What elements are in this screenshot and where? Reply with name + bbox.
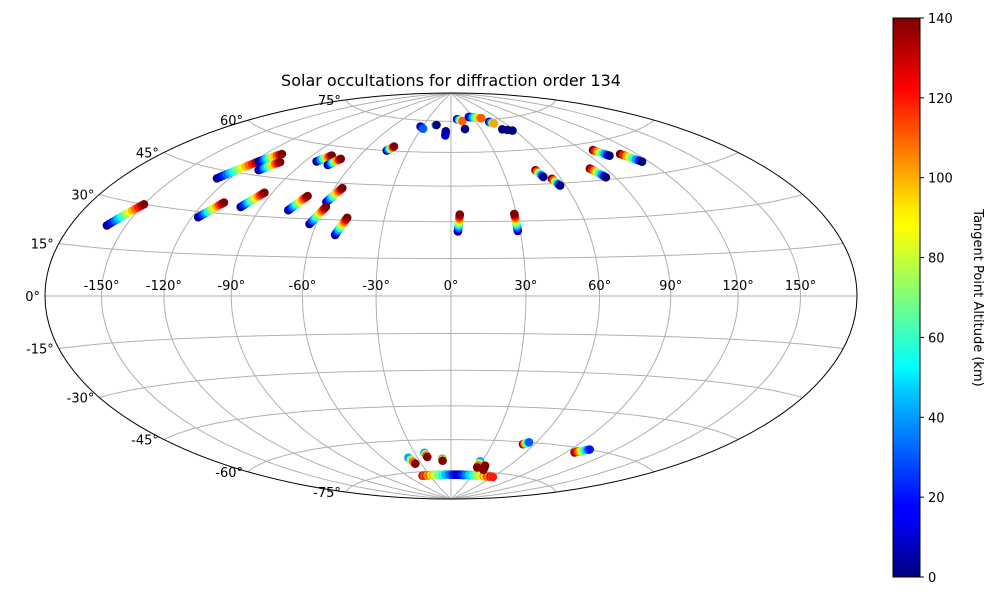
parallel-line <box>99 369 803 398</box>
colorbar-tick-label: 60 <box>928 331 945 346</box>
colorbar-ticks: 0 20 40 60 80 100 120 140 <box>920 12 953 586</box>
latitude-tick-label: 60° <box>220 114 243 129</box>
longitude-tick-label: 60° <box>588 279 611 294</box>
graticule-grid <box>45 93 857 499</box>
occultation-point <box>275 157 285 167</box>
occultation-point <box>441 131 450 140</box>
parallel-line <box>247 119 655 154</box>
occultation-point <box>479 465 488 475</box>
longitude-tick-label: -90° <box>217 279 245 294</box>
latitude-tick-label: 30° <box>71 189 94 204</box>
longitude-tick-label: -30° <box>362 279 390 294</box>
occultation-point <box>510 209 519 219</box>
occultation-point <box>605 151 614 160</box>
occultation-point <box>539 172 548 182</box>
parallel-line <box>163 405 739 440</box>
occultation-point <box>524 438 534 447</box>
colorbar-tick-label: 100 <box>928 172 953 187</box>
latitude-tick-label: -30° <box>67 392 95 407</box>
colorbar-tick-label: 40 <box>928 411 945 426</box>
occultation-point <box>260 188 269 197</box>
latitude-tick-label: -75° <box>313 486 341 501</box>
occultation-point <box>336 154 346 164</box>
occultation-point <box>438 456 447 466</box>
occultation-point <box>458 116 467 126</box>
occultation-point <box>338 183 347 193</box>
occultation-point <box>601 173 611 182</box>
occultation-point <box>460 124 470 134</box>
colorbar-tick-label: 20 <box>928 491 945 506</box>
occultation-point <box>455 210 465 219</box>
longitude-tick-label: 120° <box>722 279 753 294</box>
parallel-line <box>99 194 803 223</box>
colorbar-tick-label: 80 <box>928 252 945 267</box>
latitude-tick-labels: 75° 60° 45° 30° 15° 0° -15° -30° -45° -60° -75° <box>25 94 341 501</box>
occultation-point <box>477 113 486 123</box>
occultation-point <box>219 198 229 207</box>
parallel-line <box>58 333 844 349</box>
parallel-line <box>247 438 655 473</box>
occultation-point <box>432 120 441 130</box>
colorbar-label: Tangent Point Altitude (km) <box>970 208 985 386</box>
longitude-tick-label: 150° <box>785 279 816 294</box>
colorbar: 0 20 40 60 80 100 120 140 Tangent Point Altitud… <box>892 12 985 586</box>
latitude-tick-label: 15° <box>31 238 54 253</box>
parallel-line <box>345 99 557 122</box>
longitude-tick-label: -120° <box>146 279 182 294</box>
occultation-point <box>342 213 352 223</box>
occultation-point <box>555 181 565 190</box>
occultation-point <box>389 142 399 151</box>
occultation-point <box>508 126 517 135</box>
occultation-point <box>418 124 428 133</box>
occultation-points <box>102 112 647 482</box>
map-boundary <box>44 92 858 500</box>
colorbar-tick-label: 120 <box>928 92 953 107</box>
occultation-point <box>423 452 432 462</box>
latitude-tick-label: -60° <box>215 466 243 481</box>
occultation-point <box>411 459 420 469</box>
latitude-tick-label: 0° <box>25 290 40 305</box>
longitude-tick-label: 0° <box>444 279 459 294</box>
parallel-line <box>58 243 844 259</box>
latitude-tick-label: -15° <box>26 343 54 358</box>
colorbar-gradient <box>892 17 921 578</box>
colorbar-tick-label: 0 <box>928 571 936 586</box>
occultation-point <box>585 445 594 454</box>
colorbar-tick-label: 140 <box>928 12 953 27</box>
occultation-point <box>321 202 331 212</box>
occultation-point <box>489 119 499 128</box>
longitude-tick-label: -150° <box>83 279 119 294</box>
occultation-point <box>303 191 312 201</box>
chart-title: Solar occultations for diffraction order… <box>281 71 621 90</box>
occultation-point <box>277 149 287 159</box>
occultation-point <box>488 472 498 482</box>
longitude-tick-label: 90° <box>659 279 682 294</box>
longitude-tick-labels: -150° -120° -90° -60° -30° 0° 30° 60° 90° 120° 150… <box>83 279 816 294</box>
occultation-point <box>637 157 647 166</box>
longitude-tick-label: 30° <box>514 279 537 294</box>
latitude-tick-label: 45° <box>136 147 159 162</box>
longitude-tick-label: -60° <box>289 279 317 294</box>
occultation-point <box>139 200 149 209</box>
latitude-tick-label: 75° <box>318 94 341 109</box>
latitude-tick-label: -45° <box>131 434 159 449</box>
